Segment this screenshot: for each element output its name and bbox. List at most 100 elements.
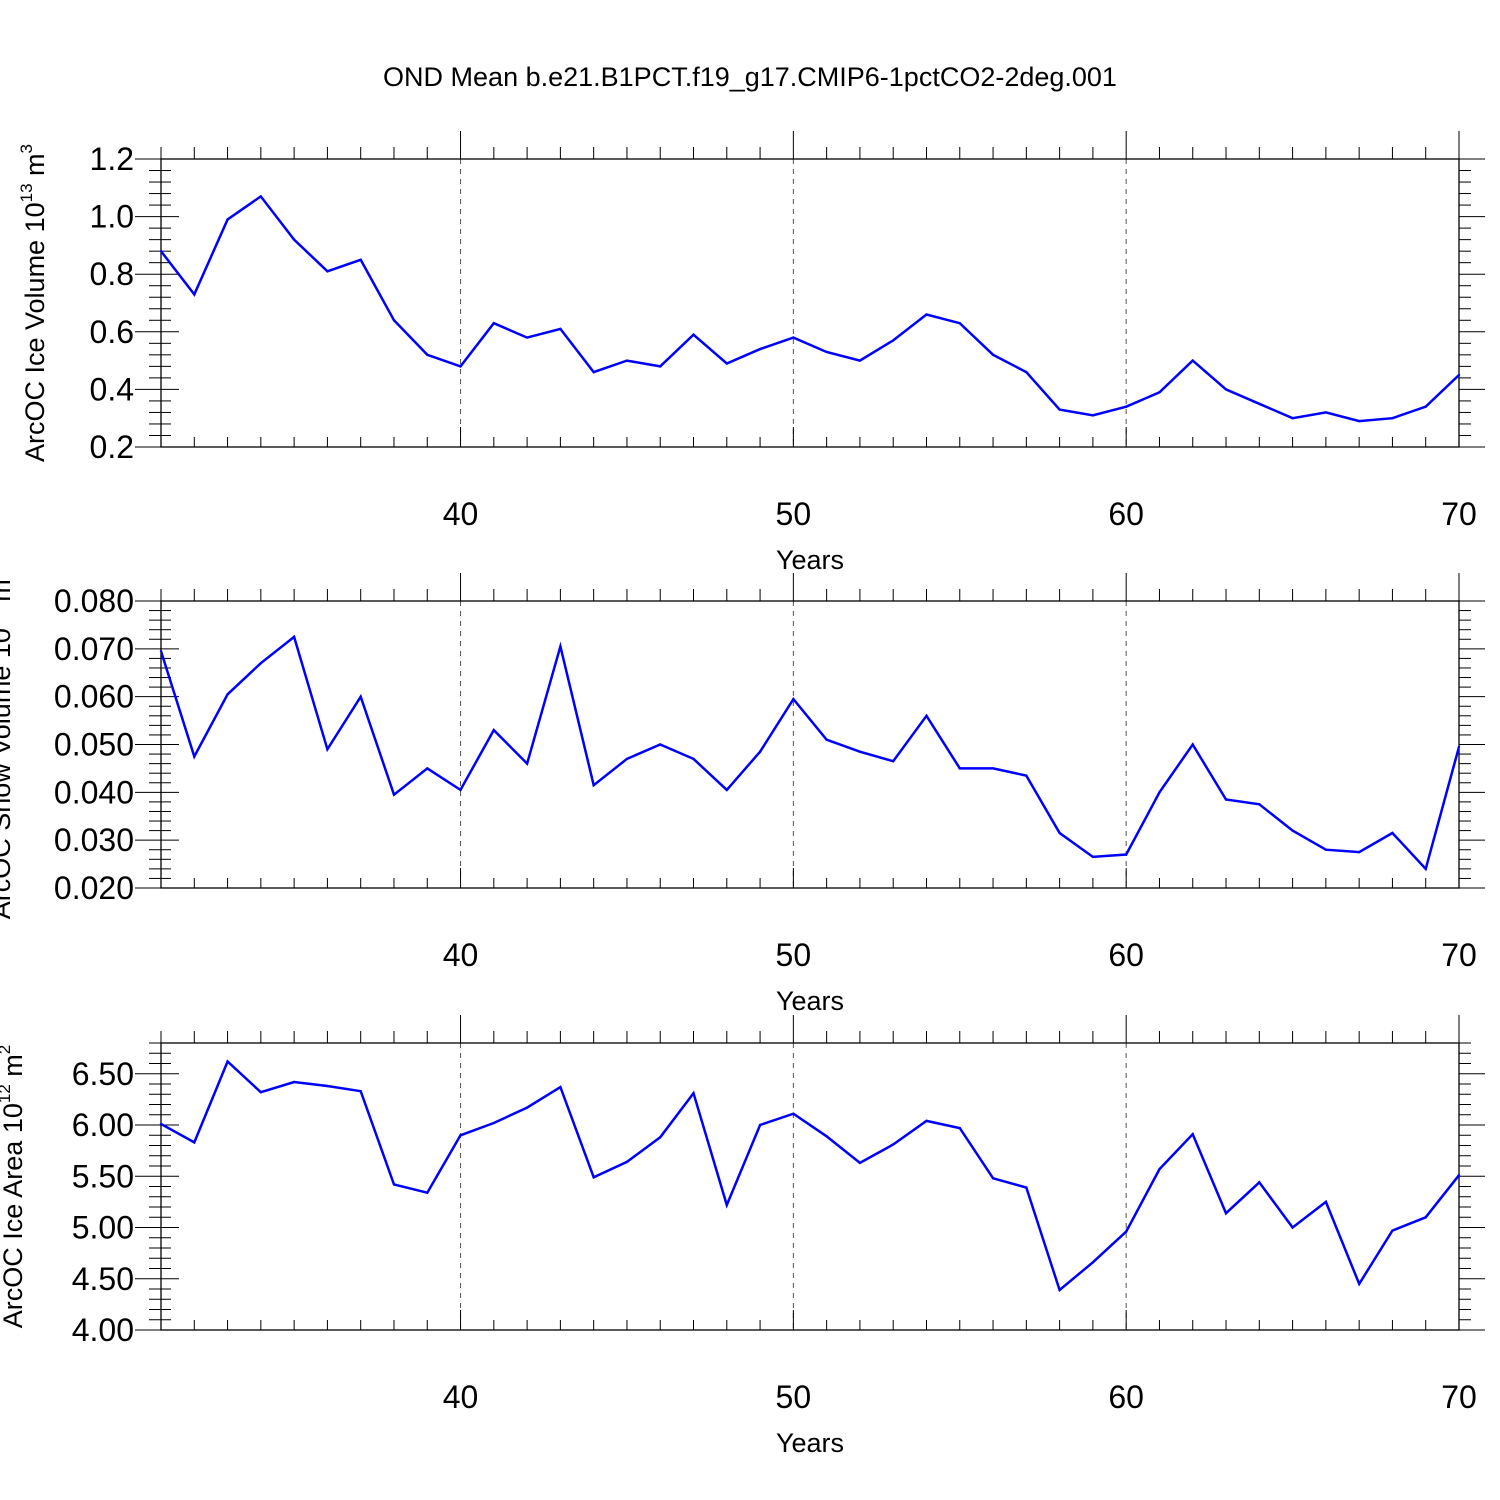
data-point [825,738,828,741]
data-point [1258,803,1261,806]
data-point [1124,1230,1128,1233]
data-point [1258,1181,1261,1184]
data-point [359,1089,362,1093]
y-tick-label: 0.060 [54,679,134,715]
data-point [1424,405,1427,408]
data-point [1357,1282,1361,1286]
data-point [392,793,396,796]
data-point [991,353,995,357]
data-point [1191,743,1194,746]
data-point [991,1177,995,1180]
data-point [592,1176,595,1179]
data-point [1457,373,1461,377]
data-point [991,767,995,770]
data-point [525,762,529,765]
plot-frame [160,158,1460,448]
y-tick-label: 0.070 [54,631,134,667]
y-axis-label: ArcOC Ice Area 1012 m2 [0,1045,28,1329]
data-point [1058,831,1061,835]
y-axis-label: ArcOC Ice Volume 1013 m3 [17,144,50,462]
data-point [1324,848,1328,851]
panel-1: 0.2 0.4 0.6 0.8 1.0 1.2 40 50 60 70 Years ArcOC Ice… [17,131,1485,575]
y-tick-label: 4.00 [72,1312,134,1348]
y-tick-label: 6.50 [72,1056,134,1092]
panel-3: 4.00 4.50 5.00 5.50 6.00 6.50 40 50 60 70 Years Arc… [0,1015,1485,1458]
data-point [1291,829,1294,832]
data-point [1457,745,1461,749]
data-point [1391,1229,1394,1232]
data-point [459,788,462,792]
data-point [226,218,229,221]
y-axis-label-unit-exponent: 3 [17,144,36,153]
data-point [858,1161,862,1165]
plot-frame [160,600,1460,889]
data-point [392,1183,396,1186]
data-point [559,645,562,648]
y-axis-label-text: ArcOC Ice Volume 10 [20,202,50,462]
data-point [1124,853,1128,856]
y-tick-label: 0.050 [54,727,134,763]
data-point [259,1091,263,1094]
data-point [1091,1261,1095,1264]
y-axis-label-text: ArcOC Ice Area 10 [0,1103,28,1328]
data-point [1224,1211,1228,1215]
data-point [1158,1167,1161,1171]
x-tick-label: 60 [1108,937,1144,973]
data-point [226,693,229,696]
plot-frame [160,1042,1460,1331]
x-tick-label: 40 [443,1379,479,1415]
y-tick-label: 0.2 [90,429,134,465]
x-tick-label: 50 [776,937,812,973]
data-point [1025,1186,1028,1189]
data-point [1025,370,1028,374]
data-point [625,359,629,362]
x-axis-label: Years [776,545,844,575]
y-tick-label: 0.020 [54,870,134,906]
data-point [359,258,362,261]
y-axis-label-unit: m [20,153,50,183]
data-point [659,1136,662,1139]
y-axis-label: ArcOC Snow Volume 1013 m3 [0,570,16,920]
data-point [758,750,762,753]
data-point [326,748,329,751]
series-line [161,194,1459,423]
data-point [1391,417,1394,420]
panel-2: 0.020 0.030 0.040 0.050 0.060 0.070 0.080 40 50 6… [0,570,1485,1016]
data-point [725,788,728,792]
y-tick-label: 0.030 [54,822,134,858]
x-tick-label: 70 [1441,937,1477,973]
y-tick-label: 0.4 [90,371,134,407]
data-point [459,1134,462,1137]
data-point [1424,1216,1427,1219]
data-point [792,697,795,701]
y-tick-label: 0.040 [54,774,134,810]
x-tick-label: 40 [443,937,479,973]
data-point [1091,855,1095,859]
data-point [492,321,496,325]
data-point [159,1122,163,1126]
data-point [459,365,462,368]
y-axis-label-unit: m [0,1054,28,1084]
y-tick-label: 0.8 [90,256,134,292]
data-point [259,195,263,198]
y-tick-label: 5.00 [72,1210,134,1246]
x-tick-label: 60 [1108,496,1144,532]
data-point [958,767,961,770]
data-point [159,249,163,253]
data-point [1091,414,1095,417]
data-point [592,370,595,374]
data-point [792,336,795,339]
x-tick-label: 70 [1441,1379,1477,1415]
data-point [326,270,329,273]
data-point [426,353,429,357]
data-point [1224,798,1228,801]
data-point [1058,408,1061,411]
data-point [925,714,928,717]
data-point [193,755,196,758]
x-axis-label: Years [776,1428,844,1458]
data-point [659,743,662,746]
y-axis-label-exponent: 12 [0,1084,14,1103]
data-point [858,359,862,362]
data-point [259,661,263,665]
